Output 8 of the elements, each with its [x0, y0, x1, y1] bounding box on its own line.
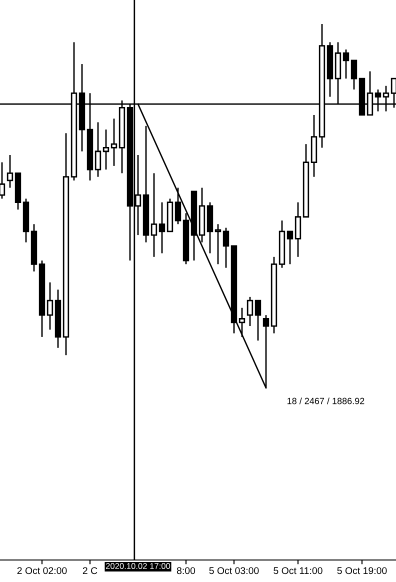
- text: 18 / 2467 / 1886.92: [288, 398, 364, 404]
- x-tick-label: 5 Oct 11:00: [274, 567, 322, 574]
- x-tick-label: 5 Oct 03:00: [209, 567, 259, 574]
- x-tick-label: 2 C: [82, 567, 98, 574]
- text: 2020.10.02 17:00: [106, 563, 170, 569]
- x-tick-label: 2 Oct 02:00: [17, 567, 67, 574]
- x-tick-label: 5 Oct 19:00: [337, 567, 387, 574]
- x-tick-label: 8:00: [176, 567, 196, 574]
